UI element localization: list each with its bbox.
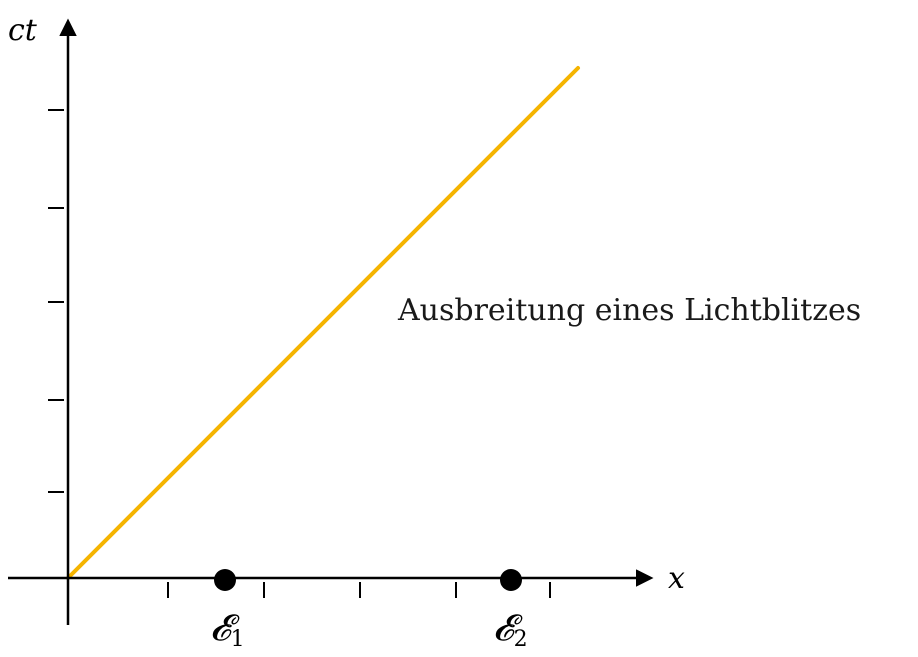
event-1-label: 𝓔1 <box>210 608 245 652</box>
event-1: 𝓔1 <box>210 569 245 652</box>
light-ray-label: Ausbreitung eines Lichtblitzes <box>397 293 861 328</box>
ct-axis-ticks <box>48 109 64 493</box>
event-1-dot <box>214 569 236 591</box>
x-axis-ticks <box>167 582 551 598</box>
event-2: 𝓔2 <box>493 569 528 652</box>
event-2-dot <box>500 569 522 591</box>
ct-axis-label: ct <box>8 13 38 48</box>
x-axis-label: x <box>668 561 685 596</box>
event-2-label: 𝓔2 <box>493 608 528 652</box>
light-ray-line <box>66 66 580 580</box>
